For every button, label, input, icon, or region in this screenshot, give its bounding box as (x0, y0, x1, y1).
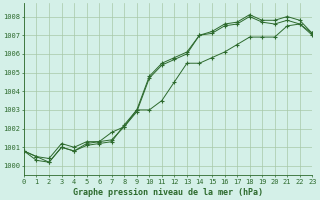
X-axis label: Graphe pression niveau de la mer (hPa): Graphe pression niveau de la mer (hPa) (73, 188, 263, 197)
